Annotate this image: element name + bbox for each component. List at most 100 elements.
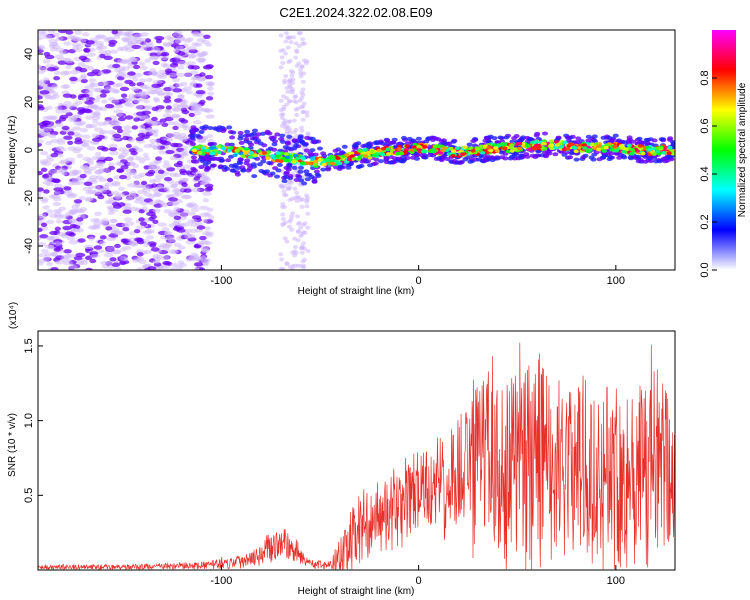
spectrogram-cell [40,167,48,172]
spectrogram-cell [385,147,391,152]
spectrogram-cell [190,166,197,171]
spectrogram-cell [151,106,160,112]
spectrogram-cell [643,137,650,142]
spectrogram-cell [589,142,595,147]
spectrogram-cell [285,146,292,151]
spectrogram-cell [124,79,134,85]
spectrogram-cell [205,166,212,171]
spectrogram-cell [145,86,154,91]
spectrogram-cell [51,84,59,89]
spectrogram-cell [534,131,541,136]
spectrogram-cell [237,146,243,151]
spectrogram-cell [83,48,91,53]
spectrogram-cell [609,148,615,152]
spectrogram-cell [299,125,304,130]
spectrogram-cell [116,112,124,117]
spectrogram-cell [154,174,165,180]
spectrogram-cell [199,212,210,217]
spectrogram-cell [524,154,531,159]
spectrogram-cell [148,200,157,205]
spectrogram-cell [71,102,79,108]
spectrogram-cell [54,226,61,231]
spectrogram-cell [104,182,114,187]
spectrogram-cell [359,159,366,164]
spectrogram-cell [92,113,102,118]
spectrogram-cell [209,146,215,150]
spectrogram-cell [88,82,96,87]
spectrogram-cell [120,93,128,98]
spectrogram-cell [558,145,564,149]
spectrogram-cell [179,37,186,42]
spectrogram-cell [165,149,175,155]
spectrogram-cell [274,132,281,137]
x-tick-label: 100 [607,575,625,587]
spectrogram-cell [275,154,281,159]
spectrogram-cell [167,249,178,254]
spectrogram-cell [102,80,109,86]
spectrogram-cell [118,66,126,71]
spectrogram-cell [177,245,186,250]
spectrogram-cell [637,158,644,163]
spectrogram-cell [124,172,132,177]
spectrogram-cell [205,160,212,165]
spectrogram-cell [278,159,284,163]
spectrogram-cell [113,249,122,254]
spectrogram-cell [95,46,103,51]
spectrogram-cell [68,264,78,270]
spectrogram-cell [116,72,126,77]
spectrogram-cell [86,72,97,77]
spectrogram-cell [55,36,64,41]
spectrogram-cell [50,267,59,270]
spectrogram-cell [621,150,627,154]
spectrogram-cell [63,41,72,46]
spectrogram-cell [162,113,172,118]
spectrogram-cell [226,148,232,153]
spectrogram-cell [174,191,184,196]
spectrogram-cell [351,143,358,148]
spectrogram-cell [536,144,542,149]
spectrogram-cell [182,164,192,169]
spectrogram-cell [104,119,114,125]
spectrogram-cell [53,70,61,76]
spectrogram-cell [181,149,188,154]
spectrogram-cell [98,241,106,246]
spectrogram-cell [502,142,508,146]
spectrogram-cell [658,146,664,151]
spectrogram-cell [109,49,118,54]
spectrogram-cell [85,115,95,120]
spectrogram-cell [188,54,197,59]
spectrogram-cell [199,72,206,77]
spectrogram-cell [289,227,295,232]
spectrogram-cell [45,157,55,162]
spectrogram-cell [542,131,548,136]
spectrogram-cell [142,152,149,157]
spectrogram-cell [38,106,45,111]
spectrogram-cell [154,36,165,41]
spectrogram-cell [661,156,668,161]
spectrogram-cell [251,174,258,179]
spectrogram-cell [613,149,620,153]
spectrogram-cell [125,168,135,173]
spectrogram-cell [169,184,177,189]
spectrogram-cell [155,156,163,161]
spectrogram-cell [108,87,117,93]
spectrogram-cell [247,145,254,150]
spectrogram-cell [138,172,147,178]
spectrogram-cell [404,156,411,160]
spectrogram-cell [266,161,273,165]
spectrogram-cell [169,156,178,161]
spectrogram-cell [658,137,665,142]
colorbar-gradient [712,30,736,270]
spectrogram-cell [290,211,296,216]
snr-panel: -100 0 100 0.5 1.0 1.5 (x10⁴) Height of strai… [7,302,676,597]
spectrogram-axes: -100 0 100 -40 -20 0 20 40 [23,48,625,287]
spectrogram-cell [45,94,54,100]
spectrogram-cell [113,266,122,270]
spectrogram-cell [166,91,173,97]
spectrogram-cell [207,126,214,130]
spectrogram-cell [301,71,307,76]
colorbar-tick-label: 0.6 [699,118,711,133]
colorbar: 0.0 0.2 0.4 0.6 0.8 Normalized spectral ampl… [699,30,748,278]
snr-xlabel: Height of straight line (km) [298,586,415,597]
spectrogram-cell [311,179,318,184]
